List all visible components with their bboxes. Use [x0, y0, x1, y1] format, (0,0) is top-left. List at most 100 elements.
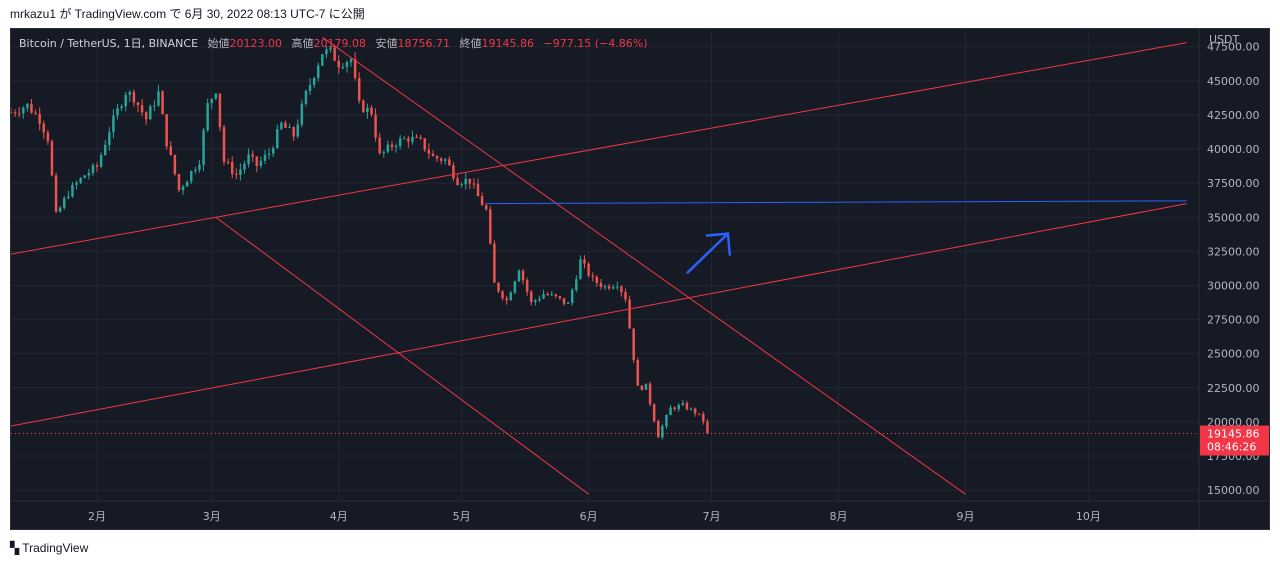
high-label: 高値 — [291, 37, 314, 50]
candle-body — [423, 138, 426, 150]
candle-body — [218, 93, 222, 128]
candle-body — [583, 259, 586, 264]
countdown-label: 08:46:26 — [1207, 441, 1256, 454]
price-tick-label: 15000.00 — [1207, 484, 1260, 497]
candle-body — [493, 243, 496, 283]
price-tick-label: 42500.00 — [1207, 109, 1260, 122]
candle-body — [230, 162, 234, 175]
candle-body — [390, 144, 394, 148]
time-tick-label: 7月 — [703, 510, 721, 523]
candle-body — [620, 286, 623, 293]
candle-body — [169, 146, 172, 155]
candle-body — [144, 112, 148, 120]
candle-body — [562, 298, 566, 304]
candle-body — [116, 108, 119, 116]
candle-body — [648, 383, 652, 405]
candle-body — [460, 184, 463, 186]
candle-body — [362, 100, 365, 113]
candle-body — [677, 405, 680, 410]
candle-body — [239, 169, 242, 175]
candle-body — [333, 47, 336, 61]
candle-body — [79, 177, 82, 183]
candle-body — [419, 137, 422, 139]
candle-body — [235, 174, 238, 176]
candle-body — [595, 276, 599, 283]
lower-rising-trendline — [11, 203, 1187, 427]
candle-body — [706, 421, 709, 434]
candle-body — [599, 282, 603, 287]
candle-body — [75, 182, 78, 185]
candle-body — [521, 270, 525, 281]
candle-body — [38, 113, 41, 124]
candle-body — [325, 49, 328, 55]
candle-body — [263, 154, 267, 161]
candle-body — [427, 149, 431, 154]
horizontal-resistance-line — [486, 200, 1187, 205]
candle-body — [132, 91, 136, 103]
price-chart[interactable]: 15000.0017500.0020000.0022500.0025000.00… — [11, 29, 1269, 529]
candle-body — [587, 263, 590, 276]
candle-body — [570, 290, 574, 303]
candle-body — [349, 59, 353, 63]
candle-body — [304, 90, 308, 104]
candle-body — [112, 115, 115, 133]
candle-body — [99, 154, 103, 167]
time-tick-label: 5月 — [453, 510, 471, 523]
chart-panel[interactable]: 15000.00 17500.00 20000.00 22500.00 25000.00… — [10, 28, 1270, 530]
candle-body — [411, 136, 414, 142]
candle-body — [54, 175, 58, 212]
candle-body — [71, 184, 74, 197]
up-arrow-head-icon — [705, 232, 732, 256]
candle-body — [542, 293, 545, 299]
candle-body — [661, 426, 664, 438]
candle-body — [636, 359, 640, 386]
candle-body — [157, 91, 160, 106]
candle-body — [83, 175, 86, 178]
candle-body — [95, 165, 99, 167]
candle-body — [382, 151, 386, 154]
price-tick-label: 25000.00 — [1207, 348, 1260, 361]
descending-trendline — [322, 36, 966, 495]
candle-body — [280, 122, 283, 130]
time-tick-label: 9月 — [956, 510, 974, 523]
candle-body — [546, 293, 549, 296]
close-value: 19145.86 — [481, 37, 535, 50]
high-value: 20179.08 — [313, 37, 367, 50]
candle-body — [42, 123, 46, 133]
candle-body — [202, 130, 205, 165]
candle-body — [403, 138, 406, 140]
candle-body — [321, 54, 324, 66]
candle-body — [603, 286, 607, 288]
candle-body — [431, 153, 435, 157]
candle-body — [312, 77, 316, 85]
candle-body — [616, 286, 619, 288]
candle-body — [505, 298, 508, 301]
candle-body — [472, 183, 476, 185]
time-tick-label: 2月 — [88, 510, 106, 523]
current-price-badge — [1200, 425, 1269, 456]
time-tick-label: 6月 — [580, 510, 598, 523]
candle-body — [628, 299, 631, 329]
candle-body — [284, 122, 287, 128]
candle-body — [525, 280, 529, 292]
candle-body — [136, 102, 140, 106]
lower-descending-trendline — [215, 216, 589, 495]
candle-body — [17, 113, 21, 115]
candle-body — [439, 158, 443, 161]
candle-body — [685, 403, 689, 410]
candle-body — [693, 408, 697, 414]
candle-body — [652, 404, 656, 422]
candle-body — [558, 296, 562, 299]
candle-body — [149, 106, 152, 120]
candle-body — [386, 144, 390, 152]
current-price-label: 19145.86 — [1207, 428, 1260, 441]
candle-body — [173, 154, 177, 175]
candle-body — [665, 415, 668, 427]
open-label: 始値 — [207, 37, 230, 50]
candle-body — [669, 407, 672, 416]
time-tick-label: 10月 — [1076, 510, 1101, 523]
candle-body — [341, 67, 345, 69]
candle-body — [538, 298, 541, 301]
candle-body — [345, 62, 349, 68]
candle-body — [415, 136, 418, 138]
